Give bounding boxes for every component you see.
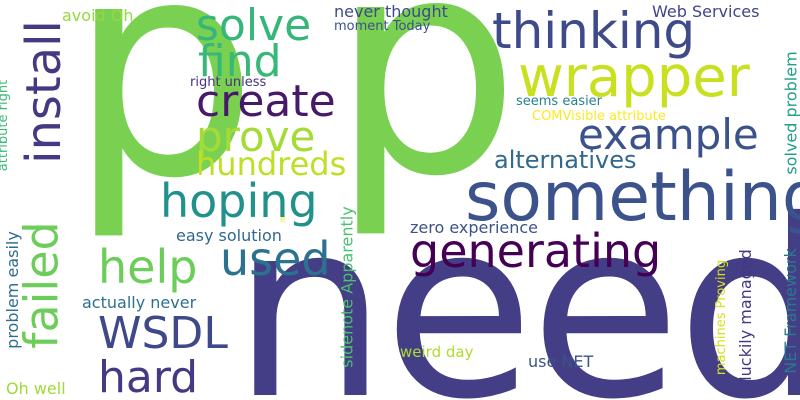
word-help: help (98, 240, 198, 294)
word-need: need (232, 168, 800, 400)
word-p-left: p (68, 0, 259, 244)
word-zero-experience: zero experience (410, 218, 539, 237)
word-alternatives: alternatives (494, 146, 637, 174)
word-failed: failed (14, 221, 69, 349)
word-prove: prove (196, 112, 316, 161)
word-sidenote-apparently: sidenote Apparently (337, 206, 357, 368)
word-used: used (220, 232, 331, 286)
word-thinking: thinking (492, 2, 696, 60)
word-oh-well: Oh well (6, 379, 66, 398)
word-find: find (198, 36, 282, 87)
word-seems-easier: seems easier (516, 94, 603, 109)
word-generating: generating (410, 224, 662, 278)
word-machines-proving: machines Proving (714, 259, 730, 376)
word-p-right: p (330, 0, 521, 242)
word-web-services: Web Services (652, 2, 760, 21)
word-actually-never: actually never (82, 293, 197, 312)
word-use-net: use NET (528, 352, 594, 371)
word-never-thought: never thought (334, 2, 448, 21)
word-weird-day: weird day (400, 343, 474, 361)
word-example: example (578, 110, 759, 159)
word-create: create (196, 76, 336, 127)
word-luckily-managed: luckily managed (735, 249, 755, 381)
word-problem-easily: problem easily (2, 231, 22, 349)
word-solve: solve (196, 0, 312, 51)
word-install: install (15, 20, 72, 164)
word-attribute-right: attribute right (0, 79, 12, 172)
word-wsdl: WSDL (98, 308, 228, 359)
word-hoping: hoping (160, 174, 318, 228)
word-net-framework: NET Framework (780, 248, 800, 374)
word-moment-today: moment Today (334, 19, 431, 34)
word-hundreds: hundreds (196, 145, 347, 183)
word-avoid-oh: avoid Oh (62, 6, 134, 25)
word-comvisible-attribute: COMVisible attribute (532, 109, 666, 124)
word-right-unless: right unless (190, 75, 267, 90)
word-hard: hard (98, 352, 199, 400)
word-wrapper: wrapper (518, 45, 750, 110)
word-something: something (465, 158, 800, 237)
word-e: e (280, 215, 286, 225)
word-easy-solution: easy solution (176, 226, 282, 245)
word-solved-problem: solved problem (781, 51, 800, 175)
